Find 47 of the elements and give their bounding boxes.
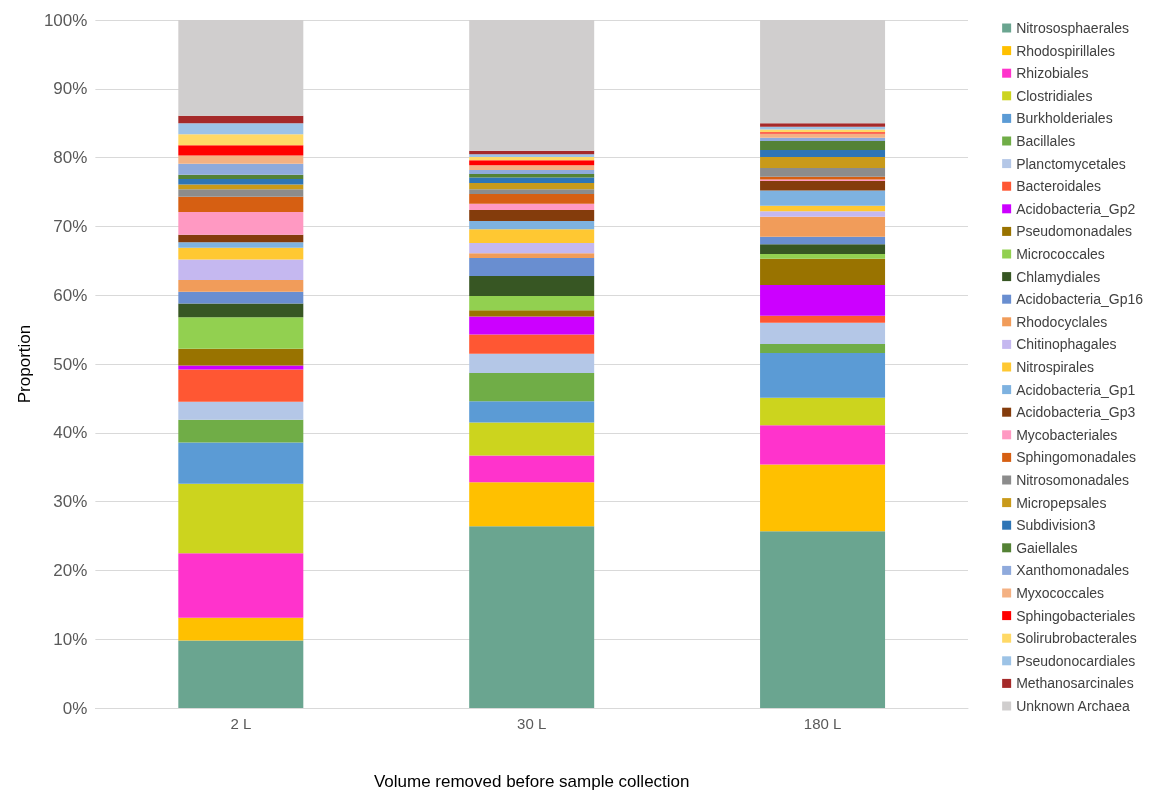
legend-label: Myxococcales bbox=[1016, 585, 1105, 601]
legend-label: Acidobacteria_Gp3 bbox=[1016, 404, 1136, 421]
y-tick-label: 90% bbox=[53, 79, 88, 99]
legend-label: Acidobacteria_Gp1 bbox=[1016, 381, 1136, 398]
legend-label: Micrococcales bbox=[1016, 246, 1105, 262]
legend-label: Rhodocyclales bbox=[1016, 313, 1108, 330]
legend-label: Unknown Archaea bbox=[1016, 698, 1130, 714]
x-tick-label: 180 L bbox=[803, 715, 842, 732]
legend-label: Rhizobiales bbox=[1016, 65, 1089, 82]
legend-label: Methanosarcinales bbox=[1016, 675, 1134, 692]
y-tick-label: 50% bbox=[53, 354, 88, 374]
y-tick-label: 70% bbox=[53, 216, 88, 236]
legend-label: Planctomycetales bbox=[1016, 155, 1126, 172]
legend-label: Nitrososphaerales bbox=[1016, 20, 1129, 36]
y-tick-label: 10% bbox=[53, 629, 88, 649]
y-tick-label: 0% bbox=[62, 698, 88, 718]
y-tick-label: 80% bbox=[53, 148, 88, 168]
legend-label: Burkholderiales bbox=[1016, 110, 1113, 127]
y-tick-label: 100% bbox=[43, 10, 88, 30]
y-tick-label: 40% bbox=[53, 423, 88, 443]
legend-label: Acidobacteria_Gp16 bbox=[1016, 291, 1144, 308]
legend-label: Chitinophagales bbox=[1016, 336, 1117, 353]
legend-label: Bacteroidales bbox=[1016, 178, 1101, 195]
y-axis-title: Proportion bbox=[15, 324, 34, 404]
legend-label: Micropepsales bbox=[1016, 494, 1107, 511]
y-tick-label: 60% bbox=[53, 285, 88, 305]
legend-label: Rhodospirillales bbox=[1016, 42, 1115, 59]
legend-label: Xanthomonadales bbox=[1016, 562, 1130, 579]
legend-label: Subdivision3 bbox=[1016, 517, 1096, 534]
legend-label: Mycobacteriales bbox=[1016, 426, 1118, 443]
legend-label: Gaiellales bbox=[1016, 539, 1078, 556]
x-tick-label: 30 L bbox=[517, 715, 547, 732]
legend-label: Solirubrobacterales bbox=[1016, 630, 1137, 647]
x-axis-title: Volume removed before sample collection bbox=[373, 772, 690, 791]
x-tick-label: 2 L bbox=[230, 715, 252, 732]
legend-label: Pseudomonadales bbox=[1016, 223, 1133, 240]
legend-label: Sphingomonadales bbox=[1016, 449, 1137, 466]
legend-label: Acidobacteria_Gp2 bbox=[1016, 200, 1136, 217]
legend-label: Clostridiales bbox=[1016, 87, 1093, 104]
y-tick-label: 20% bbox=[53, 560, 88, 580]
legend-label: Sphingobacteriales bbox=[1016, 607, 1136, 624]
legend-label: Nitrosomonadales bbox=[1016, 472, 1129, 488]
legend-label: Chlamydiales bbox=[1016, 268, 1101, 285]
legend-label: Pseudonocardiales bbox=[1016, 652, 1136, 669]
y-tick-label: 30% bbox=[53, 492, 88, 512]
legend-label: Nitrospirales bbox=[1016, 359, 1094, 375]
legend-label: Bacillales bbox=[1016, 133, 1076, 149]
